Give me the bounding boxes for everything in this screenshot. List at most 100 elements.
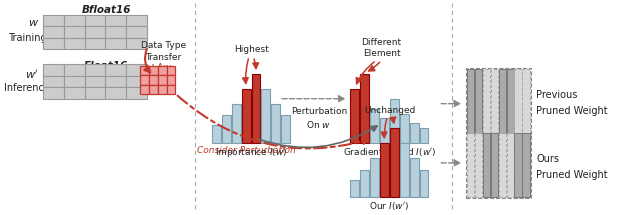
Bar — [252, 74, 260, 143]
Bar — [400, 114, 409, 143]
Bar — [106, 64, 126, 76]
Bar — [515, 69, 522, 133]
Bar — [420, 128, 429, 143]
Bar — [467, 69, 474, 133]
Bar — [271, 104, 280, 143]
Bar — [43, 15, 64, 26]
Bar — [262, 89, 270, 143]
Bar — [140, 66, 148, 75]
Bar — [507, 69, 514, 133]
Bar — [232, 104, 241, 143]
Bar — [499, 69, 506, 133]
Bar — [515, 133, 522, 197]
Bar — [64, 38, 84, 49]
Bar — [106, 87, 126, 99]
Bar — [222, 115, 231, 143]
Bar — [126, 26, 147, 38]
Text: MoreauPruner
Consider Perturbation: MoreauPruner Consider Perturbation — [197, 135, 296, 155]
Bar — [410, 123, 419, 143]
Text: $w'$: $w'$ — [26, 68, 39, 81]
Bar — [43, 87, 64, 99]
Bar — [491, 133, 498, 197]
Bar — [84, 15, 106, 26]
Bar — [157, 66, 166, 75]
Text: Pruned Weight: Pruned Weight — [536, 170, 608, 180]
Bar — [148, 84, 157, 94]
Bar — [64, 64, 84, 76]
Bar — [106, 38, 126, 49]
Bar — [242, 89, 251, 143]
Bar — [84, 38, 106, 49]
Bar — [43, 26, 64, 38]
Bar — [483, 133, 490, 197]
Bar — [166, 66, 175, 75]
Bar — [84, 64, 106, 76]
Bar — [148, 66, 157, 75]
Bar — [43, 38, 64, 49]
Bar — [370, 158, 379, 197]
Bar — [420, 170, 429, 197]
Bar — [281, 115, 290, 143]
Bar — [126, 64, 147, 76]
Bar — [148, 75, 157, 84]
Bar — [380, 118, 389, 143]
Bar — [126, 76, 147, 87]
Text: Gradient-Based $I(w')$: Gradient-Based $I(w')$ — [342, 146, 436, 158]
Bar — [84, 26, 106, 38]
Bar — [140, 84, 148, 94]
Text: Data Type
Transfer: Data Type Transfer — [141, 41, 186, 62]
Bar — [126, 15, 147, 26]
Bar — [64, 76, 84, 87]
Bar — [166, 84, 175, 94]
Bar — [475, 133, 483, 197]
Bar — [466, 132, 531, 198]
Bar — [410, 158, 419, 197]
Text: Our $I(w')$: Our $I(w')$ — [369, 200, 410, 212]
Bar — [507, 133, 514, 197]
Bar — [126, 87, 147, 99]
Text: Different
Element: Different Element — [362, 38, 402, 58]
Text: $w$: $w$ — [28, 18, 39, 28]
Text: Importance $I(w)$: Importance $I(w)$ — [215, 146, 287, 159]
Text: Ours: Ours — [536, 154, 559, 164]
Bar — [64, 87, 84, 99]
Bar — [380, 143, 389, 197]
Bar — [157, 84, 166, 94]
Bar — [499, 133, 506, 197]
Text: Perturbation
On $w$: Perturbation On $w$ — [291, 107, 347, 130]
Bar — [84, 87, 106, 99]
Bar — [106, 15, 126, 26]
Bar — [157, 75, 166, 84]
Bar — [370, 109, 379, 143]
Bar — [390, 128, 399, 197]
Text: Inference: Inference — [4, 83, 50, 93]
Bar — [475, 69, 483, 133]
Text: Bfloat16: Bfloat16 — [81, 5, 131, 15]
Text: Pruned Weight: Pruned Weight — [536, 106, 608, 116]
Text: Float16: Float16 — [84, 61, 129, 71]
Bar — [43, 76, 64, 87]
Bar — [106, 26, 126, 38]
Bar — [126, 38, 147, 49]
Bar — [483, 69, 490, 133]
Bar — [522, 133, 530, 197]
Bar — [64, 15, 84, 26]
Bar — [84, 76, 106, 87]
Text: Unchanged: Unchanged — [364, 106, 415, 115]
Text: Training: Training — [8, 32, 47, 43]
Bar — [351, 89, 359, 143]
Bar — [467, 133, 474, 197]
Bar — [390, 99, 399, 143]
Bar — [140, 75, 148, 84]
Bar — [351, 180, 359, 197]
Bar — [491, 69, 498, 133]
Text: +$\Delta w$: +$\Delta w$ — [148, 61, 173, 73]
Bar — [166, 75, 175, 84]
Bar — [64, 26, 84, 38]
Bar — [522, 69, 530, 133]
Bar — [212, 125, 221, 143]
Bar — [400, 143, 409, 197]
Text: Previous: Previous — [536, 90, 577, 100]
Bar — [360, 170, 369, 197]
Bar — [106, 76, 126, 87]
